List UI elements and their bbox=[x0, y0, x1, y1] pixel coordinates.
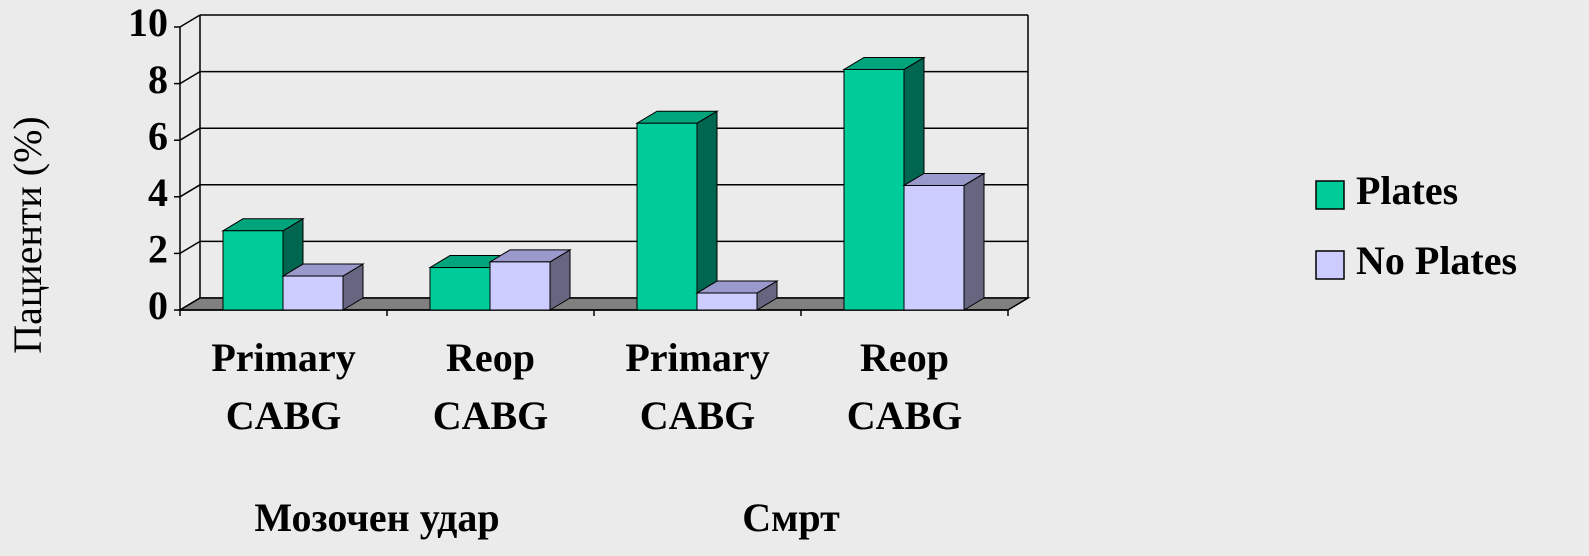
x-tick-label: Reop CABG bbox=[847, 335, 963, 438]
group-label: Смрт bbox=[742, 495, 840, 540]
y-tick-label: 10 bbox=[128, 0, 168, 45]
grid-line-side bbox=[179, 240, 201, 255]
grid-line-side bbox=[179, 70, 201, 85]
x-tick-label-line: Primary bbox=[625, 335, 769, 380]
bar bbox=[635, 110, 719, 311]
bar-side bbox=[963, 172, 985, 311]
y-tick-label: 2 bbox=[148, 227, 168, 272]
y-tick-label: 0 bbox=[148, 283, 168, 328]
bar-front bbox=[489, 261, 551, 311]
y-tick-label: 8 bbox=[148, 57, 168, 102]
x-tick-label: Primary CABG bbox=[625, 335, 769, 438]
bar-front bbox=[222, 230, 284, 311]
group-label: Мозочен удар bbox=[254, 495, 499, 540]
y-tick-label: 6 bbox=[148, 113, 168, 158]
bar-front bbox=[696, 292, 758, 311]
x-tick-label: Primary CABG bbox=[211, 335, 355, 438]
bar bbox=[902, 172, 986, 311]
legend-label: No Plates bbox=[1356, 238, 1517, 283]
bar-front bbox=[636, 122, 698, 311]
x-tick-label-line: CABG bbox=[640, 393, 756, 438]
legend-label: Plates bbox=[1356, 168, 1458, 213]
grid-line-side bbox=[179, 184, 201, 198]
x-tick-label-line: Primary bbox=[211, 335, 355, 380]
grid-line-side bbox=[179, 14, 201, 28]
x-tick-label-line: CABG bbox=[226, 393, 342, 438]
x-tick-label-line: Reop bbox=[446, 335, 535, 380]
x-tick-label-line: CABG bbox=[847, 393, 963, 438]
x-tick-label-line: CABG bbox=[433, 393, 549, 438]
bar bbox=[695, 280, 779, 311]
bar-side bbox=[696, 110, 718, 311]
bar bbox=[281, 263, 365, 311]
legend-swatch bbox=[1315, 180, 1345, 210]
bar-front bbox=[282, 275, 344, 311]
x-tick-label: Reop CABG bbox=[433, 335, 549, 438]
bar-front bbox=[429, 267, 491, 311]
legend-swatch bbox=[1315, 250, 1345, 280]
grid-line-side bbox=[179, 127, 201, 141]
y-tick-label: 4 bbox=[148, 170, 168, 215]
y-axis-label: Пациенти (%) bbox=[5, 116, 50, 353]
bar-front bbox=[903, 184, 965, 311]
bar bbox=[488, 249, 572, 311]
bar-front bbox=[843, 68, 905, 311]
x-tick-label-line: Reop bbox=[860, 335, 949, 380]
